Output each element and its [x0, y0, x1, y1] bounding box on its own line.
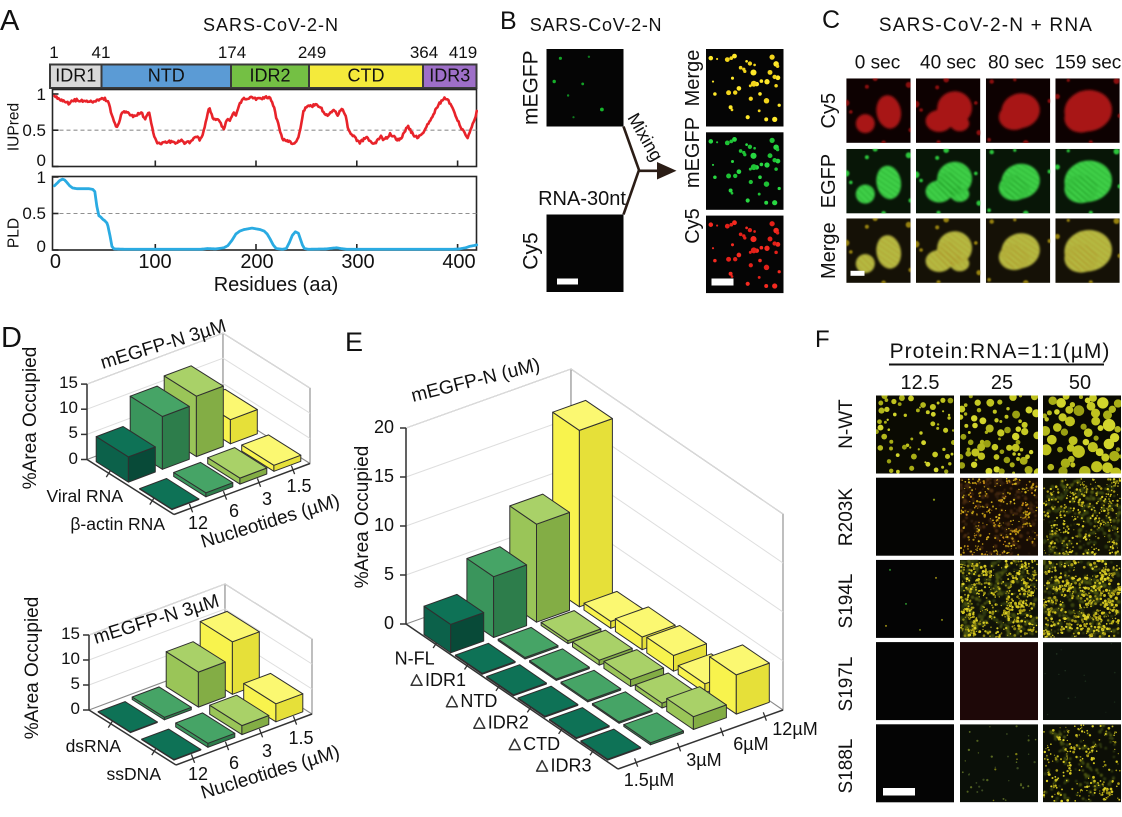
svg-text:6: 6 [229, 501, 239, 521]
svg-text:0: 0 [37, 151, 46, 170]
svg-text:0: 0 [69, 449, 78, 468]
svg-text:10: 10 [61, 649, 80, 668]
svg-text:3µM: 3µM [686, 750, 721, 770]
svg-text:20: 20 [374, 417, 394, 437]
svg-text:174: 174 [218, 43, 246, 62]
svg-text:S194L: S194L [836, 574, 857, 629]
svg-text:249: 249 [298, 43, 326, 62]
svg-text:ssDNA: ssDNA [107, 764, 162, 784]
svg-text:6: 6 [229, 753, 239, 773]
svg-text:SARS-CoV-2-N: SARS-CoV-2-N [530, 15, 662, 35]
svg-text:RNA-30nt: RNA-30nt [538, 188, 626, 210]
svg-text:IDR3: IDR3 [429, 66, 470, 86]
svg-text:159 sec: 159 sec [1055, 53, 1122, 74]
svg-text:1.5: 1.5 [286, 476, 311, 496]
svg-text:PLD: PLD [6, 218, 23, 248]
svg-text:Merge: Merge [682, 50, 704, 107]
svg-text:D: D [1, 322, 22, 354]
svg-text:S197L: S197L [836, 657, 857, 712]
svg-text:IDR1: IDR1 [55, 66, 96, 86]
svg-text:%Area Occupied: %Area Occupied [22, 597, 43, 740]
svg-text:0: 0 [50, 251, 61, 273]
svg-text:Protein:RNA=1:1(µM): Protein:RNA=1:1(µM) [890, 340, 1111, 363]
svg-text:Merge: Merge [818, 222, 840, 279]
svg-text:β-actin RNA: β-actin RNA [70, 514, 165, 534]
svg-text:N-FL: N-FL [395, 648, 435, 668]
svg-text:0.5: 0.5 [22, 121, 46, 140]
svg-text:Cy5: Cy5 [682, 208, 704, 244]
svg-text:41: 41 [92, 43, 111, 62]
svg-text:Mixing: Mixing [624, 109, 667, 164]
svg-text:25: 25 [991, 372, 1013, 394]
svg-text:CTD: CTD [348, 66, 385, 86]
svg-text:12: 12 [188, 513, 208, 533]
svg-text:6µM: 6µM [733, 734, 768, 754]
svg-text:15: 15 [59, 373, 78, 392]
svg-text:S188L: S188L [836, 739, 857, 794]
svg-text:NTD: NTD [460, 691, 497, 711]
svg-text:10: 10 [59, 398, 78, 417]
svg-text:12µM: 12µM [772, 719, 817, 739]
svg-text:R203K: R203K [836, 488, 857, 546]
svg-text:Residues (aa): Residues (aa) [214, 274, 339, 296]
svg-text:%Area Occupied: %Area Occupied [352, 446, 373, 589]
svg-text:mEGFP: mEGFP [682, 117, 704, 188]
svg-text:Cy5: Cy5 [818, 93, 840, 129]
svg-text:SARS-CoV-2-N: SARS-CoV-2-N [203, 15, 339, 35]
svg-text:5: 5 [71, 674, 80, 693]
svg-text:100: 100 [138, 251, 171, 273]
svg-text:1.5: 1.5 [288, 728, 313, 748]
svg-text:400: 400 [442, 251, 475, 273]
svg-text:IDR2: IDR2 [249, 66, 290, 86]
svg-text:EGFP: EGFP [818, 154, 840, 208]
svg-text:0.5: 0.5 [22, 204, 46, 223]
svg-text:F: F [815, 326, 830, 353]
svg-text:IDR2: IDR2 [488, 713, 529, 733]
svg-text:300: 300 [341, 251, 374, 273]
svg-text:3: 3 [262, 489, 272, 509]
svg-text:Viral RNA: Viral RNA [46, 486, 123, 506]
svg-text:A: A [0, 5, 20, 37]
svg-text:IDR3: IDR3 [551, 756, 592, 776]
svg-text:5: 5 [384, 564, 394, 584]
svg-text:Cy5: Cy5 [520, 232, 543, 269]
svg-text:10: 10 [374, 515, 394, 535]
svg-text:B: B [500, 7, 517, 35]
svg-text:40 sec: 40 sec [920, 53, 976, 74]
svg-text:15: 15 [61, 624, 80, 643]
svg-text:0: 0 [384, 613, 394, 633]
svg-text:SARS-CoV-2-N + RNA: SARS-CoV-2-N + RNA [879, 15, 1093, 36]
svg-text:1: 1 [37, 168, 46, 187]
svg-text:dsRNA: dsRNA [66, 736, 122, 756]
svg-text:15: 15 [374, 466, 394, 486]
svg-text:IDR1: IDR1 [425, 670, 466, 690]
svg-text:364: 364 [410, 43, 438, 62]
svg-text:C: C [822, 6, 840, 34]
svg-text:IUPred: IUPred [6, 103, 23, 151]
svg-text:CTD: CTD [523, 734, 560, 754]
svg-text:1.5µM: 1.5µM [624, 770, 674, 790]
svg-text:50: 50 [1069, 372, 1091, 394]
svg-text:NTD: NTD [148, 66, 185, 86]
svg-text:0 sec: 0 sec [855, 53, 900, 74]
svg-text:1: 1 [49, 43, 58, 62]
svg-text:12.5: 12.5 [901, 372, 940, 394]
svg-text:N-WT: N-WT [836, 399, 857, 449]
svg-text:0: 0 [71, 699, 80, 718]
svg-text:12: 12 [188, 764, 208, 784]
svg-text:E: E [345, 327, 363, 357]
svg-text:5: 5 [69, 423, 78, 442]
svg-text:80 sec: 80 sec [988, 53, 1044, 74]
svg-text:%Area Occupied: %Area Occupied [20, 347, 41, 490]
svg-text:200: 200 [240, 251, 273, 273]
svg-text:3: 3 [262, 741, 272, 761]
svg-text:419: 419 [449, 43, 477, 62]
svg-text:mEGFP: mEGFP [520, 50, 543, 125]
svg-text:0: 0 [37, 237, 46, 256]
svg-text:1: 1 [37, 85, 46, 104]
